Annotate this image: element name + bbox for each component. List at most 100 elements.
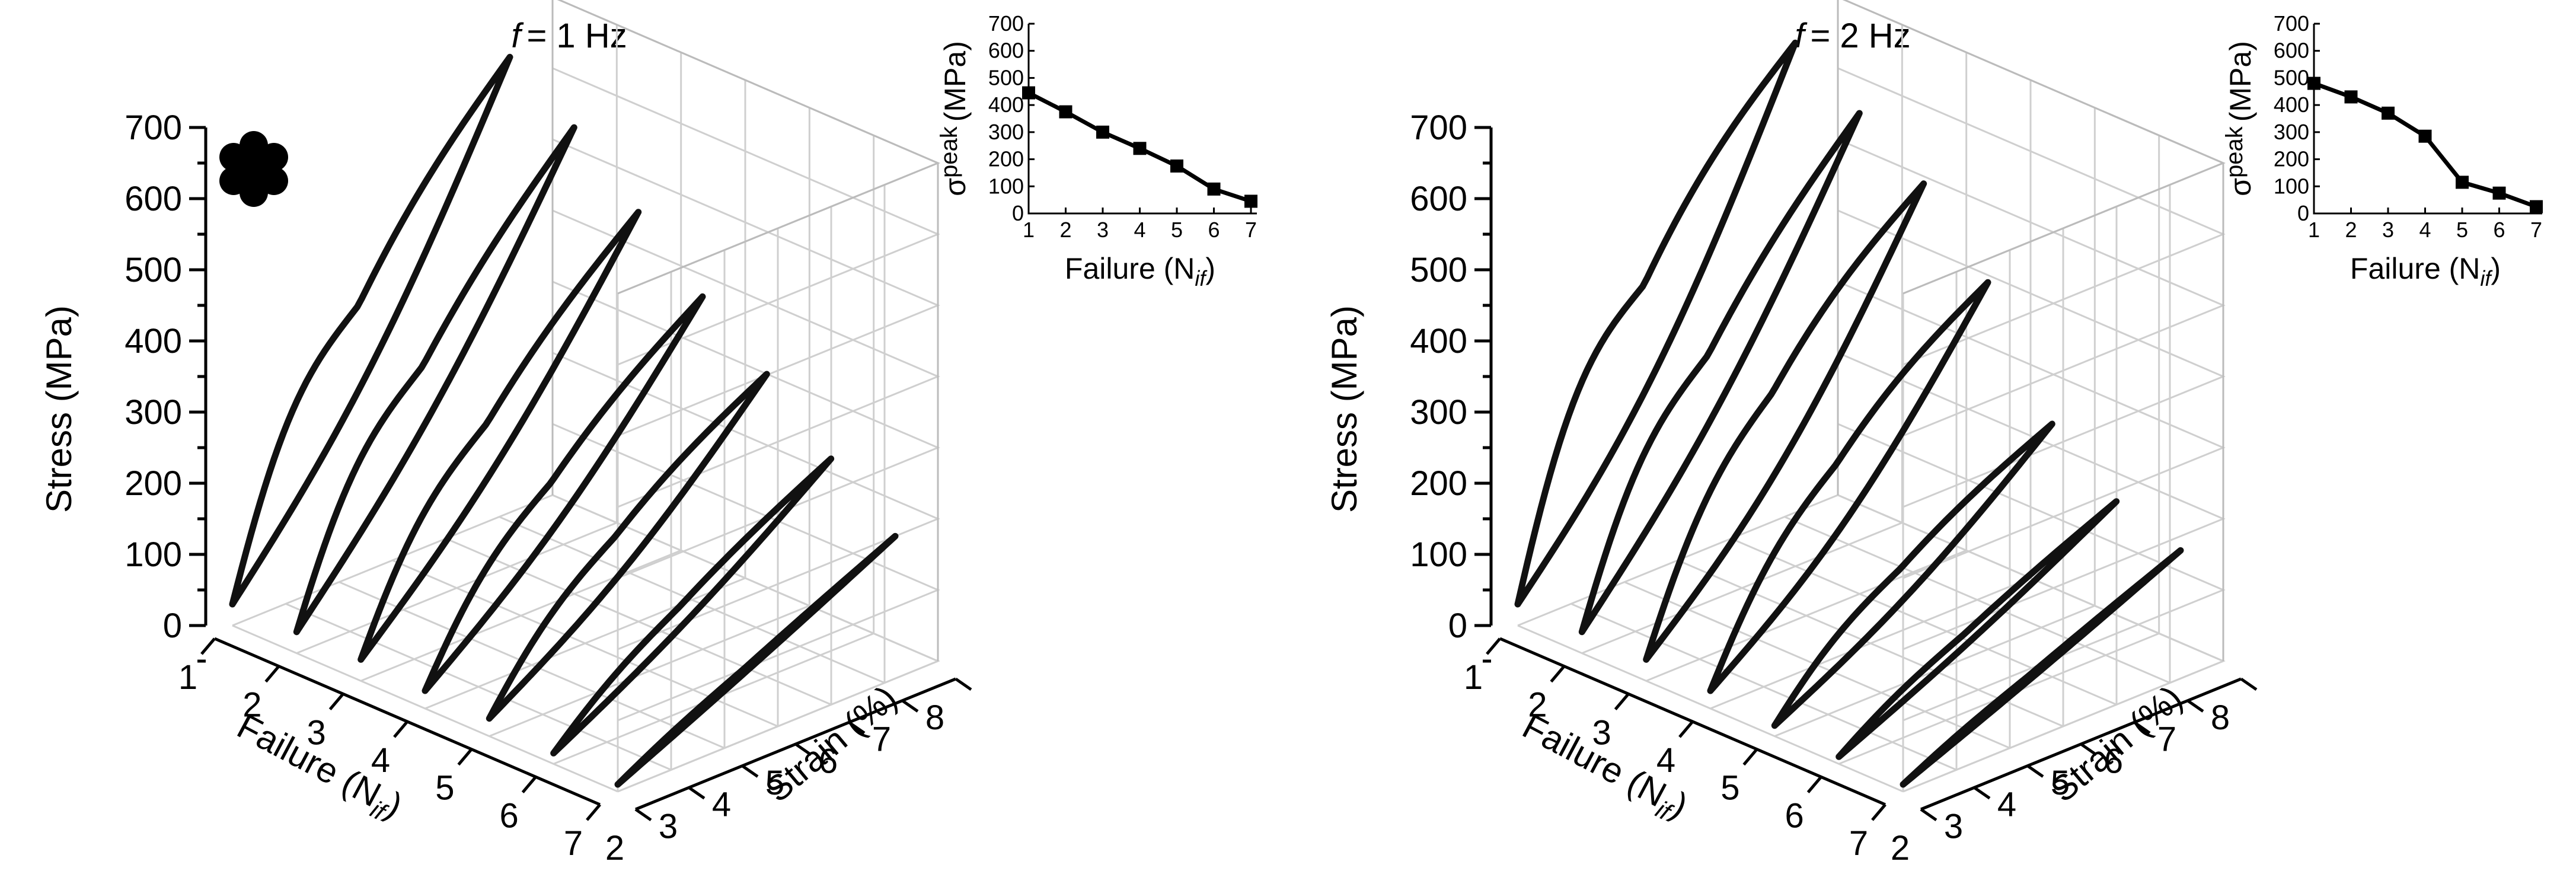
hysteresis-loop-failure-1 bbox=[229, 53, 513, 608]
grid-walls bbox=[1517, 0, 2226, 793]
inset-x-tick-label: 4 bbox=[2419, 218, 2431, 242]
failure-tick-label: 6 bbox=[1785, 796, 1804, 835]
failure-tick bbox=[1678, 720, 1694, 738]
strain-tick bbox=[741, 764, 759, 778]
stress-tick-label: 200 bbox=[125, 464, 182, 503]
inset-x-tick-label: 7 bbox=[1245, 218, 1257, 242]
strain-tick-label: 6 bbox=[2104, 742, 2123, 780]
floor-gridline bbox=[339, 581, 725, 749]
stress-tick-labels: 0 100 200 300 400 500 600 700 bbox=[125, 109, 182, 645]
stress-tick-label: 300 bbox=[1410, 393, 1467, 432]
inset-x-tick-label: 1 bbox=[2308, 218, 2320, 242]
hysteresis-loop-failure-3 bbox=[357, 209, 642, 663]
failure-tick bbox=[1742, 748, 1758, 766]
failure-tick-label: 5 bbox=[435, 769, 454, 808]
strain-tick bbox=[1920, 808, 1937, 822]
inset-axes bbox=[2313, 23, 2542, 215]
strain-tick bbox=[794, 742, 812, 757]
inset-x-tick-label: 1 bbox=[1023, 218, 1035, 242]
strain-tick-label: 3 bbox=[659, 807, 678, 846]
hysteresis-loop-failure-2 bbox=[1578, 110, 1863, 636]
strain-tick bbox=[955, 677, 972, 691]
hysteresis-loop-failure-4 bbox=[422, 293, 706, 694]
stress-tick-label: 100 bbox=[125, 535, 182, 574]
strain-tick bbox=[2133, 721, 2151, 735]
inset-y-tick-label: 400 bbox=[988, 92, 1024, 117]
failure-tick-label: 7 bbox=[1849, 824, 1868, 863]
failure-tick-label: 1 bbox=[178, 658, 197, 697]
peak-stress-inset: 0 100 200 300 400 500 600 700 1 2 3 4 5 … bbox=[936, 11, 1257, 291]
fiber-bundle-icon bbox=[219, 131, 288, 207]
inset-axis-lines bbox=[1027, 24, 1257, 215]
failure-tick-labels: 1 2 3 4 5 6 7 bbox=[178, 658, 583, 863]
inset-x-tick-labels: 1 2 3 4 5 6 7 bbox=[2308, 218, 2542, 242]
failure-tick-labels: 1 2 3 4 5 6 7 bbox=[1464, 658, 1868, 863]
stress-tick-label: 100 bbox=[1410, 535, 1467, 574]
inset-x-label-prefix: Failure (N bbox=[2350, 252, 2480, 285]
inset-y-tick-label: 0 bbox=[2297, 201, 2309, 225]
floor-gridline bbox=[1571, 602, 1957, 771]
inset-series bbox=[1022, 86, 1257, 208]
inset-y-tick-labels: 0 100 200 300 400 500 600 700 bbox=[988, 11, 1024, 225]
hysteresis-loop-failure-5 bbox=[486, 371, 770, 722]
strain-tick-label: 5 bbox=[2051, 764, 2070, 802]
failure-tick bbox=[1486, 637, 1501, 655]
floor-gridline bbox=[1784, 516, 2170, 684]
hysteresis-loop-failure-5 bbox=[1771, 420, 2055, 729]
inset-data-marker bbox=[2530, 200, 2543, 213]
hysteresis-loop-failure-1 bbox=[1514, 39, 1799, 608]
inset-x-label-suffix: ) bbox=[1205, 252, 1215, 285]
inset-data-marker bbox=[2344, 90, 2358, 104]
inset-x-tick-label: 5 bbox=[1171, 218, 1183, 242]
floor-gridline bbox=[285, 602, 672, 771]
inset-data-marker bbox=[2418, 129, 2432, 143]
inset-x-tick-labels: 1 2 3 4 5 6 7 bbox=[1023, 218, 1257, 242]
strain-tick-label: 2 bbox=[605, 829, 624, 867]
inset-x-tick-label: 5 bbox=[2456, 218, 2468, 242]
strain-tick-label: 4 bbox=[712, 786, 731, 824]
failure-tick-label: 2 bbox=[1528, 686, 1547, 725]
floor-gridline bbox=[1517, 624, 1904, 793]
peak-stress-inset: 0 100 200 300 400 500 600 700 1 2 3 4 5 … bbox=[2221, 11, 2543, 291]
inset-data-marker bbox=[1059, 105, 1072, 119]
stress-tick-label: 600 bbox=[1410, 180, 1467, 218]
inset-x-tick-label: 6 bbox=[1208, 218, 1220, 242]
floor-gridline bbox=[445, 537, 832, 706]
strain-tick-label: 6 bbox=[819, 742, 838, 780]
title-italic: f bbox=[1795, 17, 1808, 55]
panel-title: f = 2 Hz bbox=[1795, 17, 1910, 55]
inset-x-tick-label: 7 bbox=[2530, 218, 2542, 242]
strain-tick bbox=[688, 786, 706, 800]
strain-tick bbox=[2026, 764, 2044, 778]
failure-tick bbox=[1550, 665, 1566, 683]
strain-tick bbox=[848, 721, 866, 735]
strain-tick-label: 2 bbox=[1891, 829, 1910, 867]
inset-y-label-sigma: σ bbox=[939, 178, 972, 196]
stress-tick-labels: 0 100 200 300 400 500 600 700 bbox=[1410, 109, 1467, 645]
inset-x-label-prefix: Failure (N bbox=[1065, 252, 1195, 285]
failure-tick-label: 4 bbox=[371, 741, 390, 780]
inset-data-marker bbox=[2492, 186, 2506, 200]
inset-y-tick-label: 700 bbox=[2274, 11, 2309, 36]
stress-tick-label: 300 bbox=[125, 393, 182, 432]
axes bbox=[1474, 0, 2258, 822]
failure-tick-label: 1 bbox=[1464, 658, 1483, 697]
inset-axis-lines bbox=[2313, 24, 2542, 215]
strain-tick bbox=[2240, 677, 2258, 691]
hysteresis-loop-failure-4 bbox=[1707, 279, 1991, 694]
stress-tick-label: 0 bbox=[1448, 607, 1467, 645]
inset-x-tick-label: 3 bbox=[2382, 218, 2394, 242]
inset-y-tick-label: 700 bbox=[988, 11, 1024, 36]
inset-data-marker bbox=[1022, 86, 1035, 100]
stress-tick-label: 400 bbox=[1410, 322, 1467, 360]
floor-gridline bbox=[552, 494, 939, 662]
panel-2hz: f = 2 Hz 0 100 200 300 400 500 600 700 1 … bbox=[1324, 0, 2543, 867]
inset-y-tick-label: 200 bbox=[988, 147, 1024, 171]
inset-y-label-sub: peak bbox=[2221, 126, 2248, 178]
strain-tick-label: 7 bbox=[872, 720, 891, 759]
axes bbox=[189, 0, 972, 822]
stress-tick-label: 500 bbox=[1410, 251, 1467, 289]
grid-walls bbox=[232, 0, 940, 793]
inset-x-label-suffix: ) bbox=[2491, 252, 2501, 285]
